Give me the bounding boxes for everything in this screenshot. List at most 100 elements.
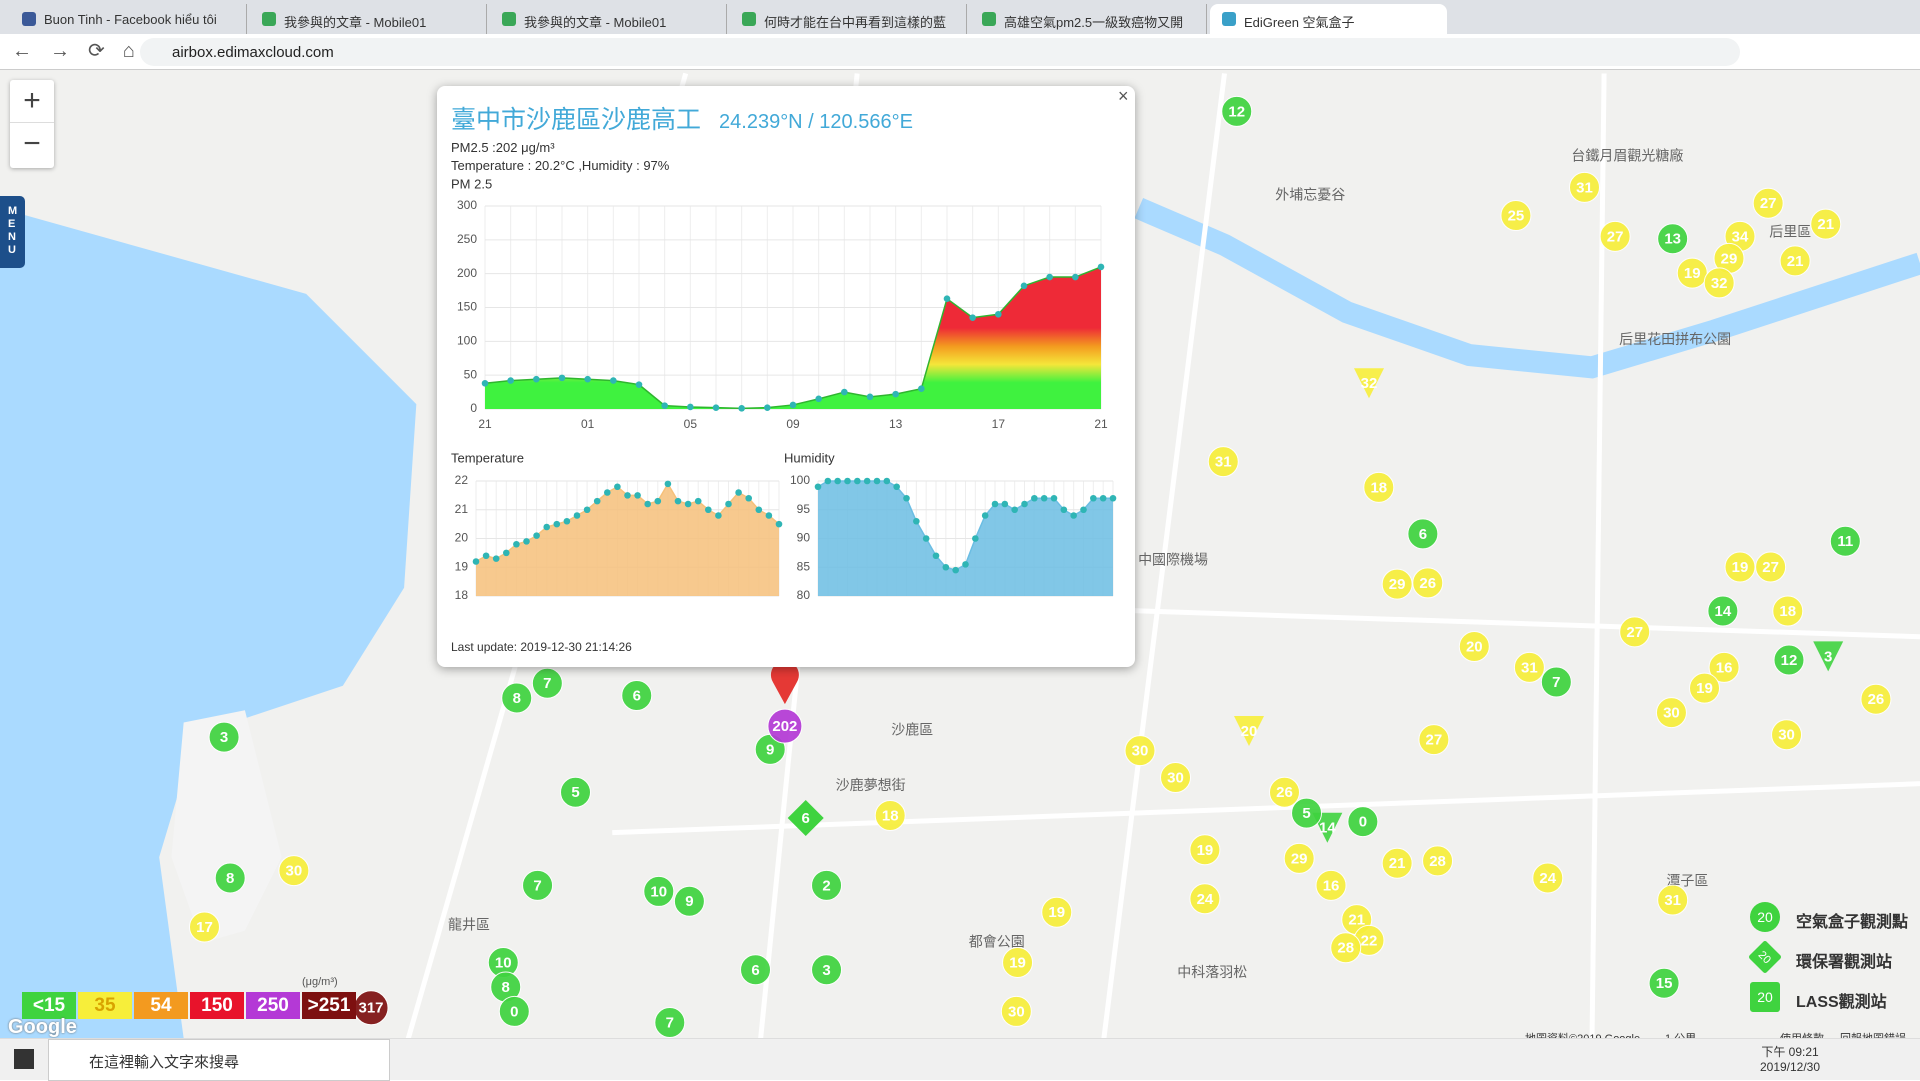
marker[interactable] — [214, 862, 246, 894]
marker-value: 24 — [1197, 891, 1214, 908]
data-point — [635, 381, 643, 388]
marker[interactable] — [1599, 220, 1631, 252]
marker[interactable] — [1829, 525, 1861, 557]
marker-value: 26 — [1419, 575, 1436, 592]
marker[interactable] — [1000, 995, 1032, 1027]
browser-tab[interactable]: EdiGreen 空氣盒子 — [1210, 4, 1447, 34]
marker-value: 6 — [633, 687, 641, 704]
marker[interactable] — [1755, 551, 1787, 583]
marker[interactable] — [1330, 932, 1362, 964]
marker-value: 29 — [1389, 576, 1406, 593]
marker[interactable] — [1752, 187, 1784, 219]
marker[interactable] — [1619, 616, 1651, 648]
marker[interactable] — [787, 799, 824, 836]
marker[interactable] — [1708, 651, 1740, 683]
data-point — [981, 512, 989, 519]
marker-value: 8 — [502, 979, 510, 996]
marker[interactable] — [1813, 641, 1844, 672]
search-box[interactable]: 在這裡輸入文字來搜尋 — [48, 1039, 390, 1081]
marker[interactable] — [1500, 200, 1532, 232]
marker[interactable] — [1772, 595, 1804, 627]
marker[interactable] — [1233, 716, 1264, 747]
data-point — [1050, 494, 1058, 502]
marker[interactable] — [1189, 834, 1221, 866]
map[interactable]: 台鐵月眉觀光糖廠 外埔忘憂谷 后里區 后里花田拼布公園 中國際機場 沙鹿區 沙鹿夢想街 龍井區… — [0, 70, 1920, 1038]
marker[interactable] — [1771, 719, 1803, 751]
marker[interactable] — [1569, 171, 1601, 203]
marker[interactable] — [1773, 644, 1805, 676]
marker[interactable] — [1513, 651, 1545, 683]
marker[interactable] — [1002, 946, 1034, 978]
marker[interactable] — [1657, 223, 1689, 255]
data-point — [503, 549, 510, 557]
marker[interactable] — [1315, 869, 1347, 901]
marker[interactable] — [767, 708, 803, 744]
marker[interactable] — [1363, 471, 1395, 503]
marker[interactable] — [1689, 672, 1721, 704]
location-pin — [770, 660, 799, 705]
marker[interactable] — [188, 911, 220, 943]
marker[interactable] — [1540, 666, 1572, 698]
marker[interactable] — [208, 721, 240, 753]
marker[interactable] — [673, 885, 705, 917]
marker[interactable] — [1418, 724, 1450, 756]
marker[interactable] — [1412, 567, 1444, 599]
data-point — [610, 377, 617, 384]
browser-tab[interactable]: 我參與的文章 - Mobile01 — [250, 4, 487, 34]
marker[interactable] — [1657, 884, 1689, 916]
marker[interactable] — [811, 954, 843, 986]
marker[interactable] — [278, 855, 310, 887]
place-label: 中科落羽松 — [1177, 964, 1247, 980]
marker[interactable] — [1207, 446, 1239, 478]
marker[interactable] — [874, 800, 906, 832]
marker[interactable] — [1291, 797, 1323, 829]
close-button[interactable]: × — [1118, 86, 1129, 106]
menu-tab[interactable]: MENU — [0, 196, 25, 268]
browser-tab[interactable]: 何時才能在台中再看到這樣的藍 — [730, 4, 967, 34]
marker[interactable] — [1407, 518, 1439, 550]
marker[interactable] — [1422, 845, 1454, 877]
marker[interactable] — [1779, 245, 1811, 277]
marker[interactable] — [522, 869, 554, 901]
marker[interactable] — [531, 667, 563, 699]
data-point — [841, 388, 848, 396]
browser-tab[interactable]: 我參與的文章 - Mobile01 — [490, 4, 727, 34]
marker[interactable] — [1381, 847, 1413, 879]
marker[interactable] — [501, 682, 533, 714]
marker[interactable] — [811, 869, 843, 901]
marker[interactable] — [1381, 568, 1413, 600]
zoom-control[interactable]: + − — [10, 80, 54, 168]
marker[interactable] — [1810, 208, 1842, 240]
nav-buttons[interactable]: ←→⟳⌂ — [12, 40, 153, 62]
attribution: 1 公里 — [1665, 1030, 1696, 1038]
marker[interactable] — [1041, 896, 1073, 928]
marker[interactable] — [498, 995, 530, 1027]
marker[interactable] — [1655, 697, 1687, 729]
url-field[interactable]: airbox.edimaxcloud.com — [140, 38, 1740, 66]
data-point — [1099, 494, 1107, 502]
marker[interactable] — [1269, 776, 1301, 808]
data-point — [715, 512, 722, 519]
marker[interactable] — [1221, 95, 1253, 127]
marker[interactable] — [1283, 842, 1315, 874]
marker[interactable] — [1160, 762, 1192, 794]
marker[interactable] — [1124, 735, 1156, 767]
marker[interactable] — [560, 776, 592, 808]
marker[interactable] — [1860, 683, 1892, 715]
browser-tab[interactable]: Buon Tinh - Facebook hiểu tôi — [10, 4, 247, 34]
marker[interactable] — [1724, 551, 1756, 583]
marker[interactable] — [654, 1006, 686, 1038]
marker[interactable] — [1648, 967, 1680, 999]
marker[interactable] — [1189, 883, 1221, 915]
marker[interactable] — [1347, 806, 1379, 838]
marker[interactable] — [643, 875, 675, 907]
marker[interactable] — [621, 680, 653, 712]
marker[interactable] — [740, 954, 772, 986]
marker[interactable] — [1532, 862, 1564, 894]
marker[interactable] — [1458, 631, 1490, 663]
start-button[interactable] — [14, 1049, 34, 1069]
marker[interactable] — [1707, 595, 1739, 627]
marker[interactable] — [1703, 267, 1735, 299]
marker[interactable] — [1353, 368, 1384, 399]
browser-tab[interactable]: 高雄空氣pm2.5一級致癌物又開 — [970, 4, 1207, 34]
